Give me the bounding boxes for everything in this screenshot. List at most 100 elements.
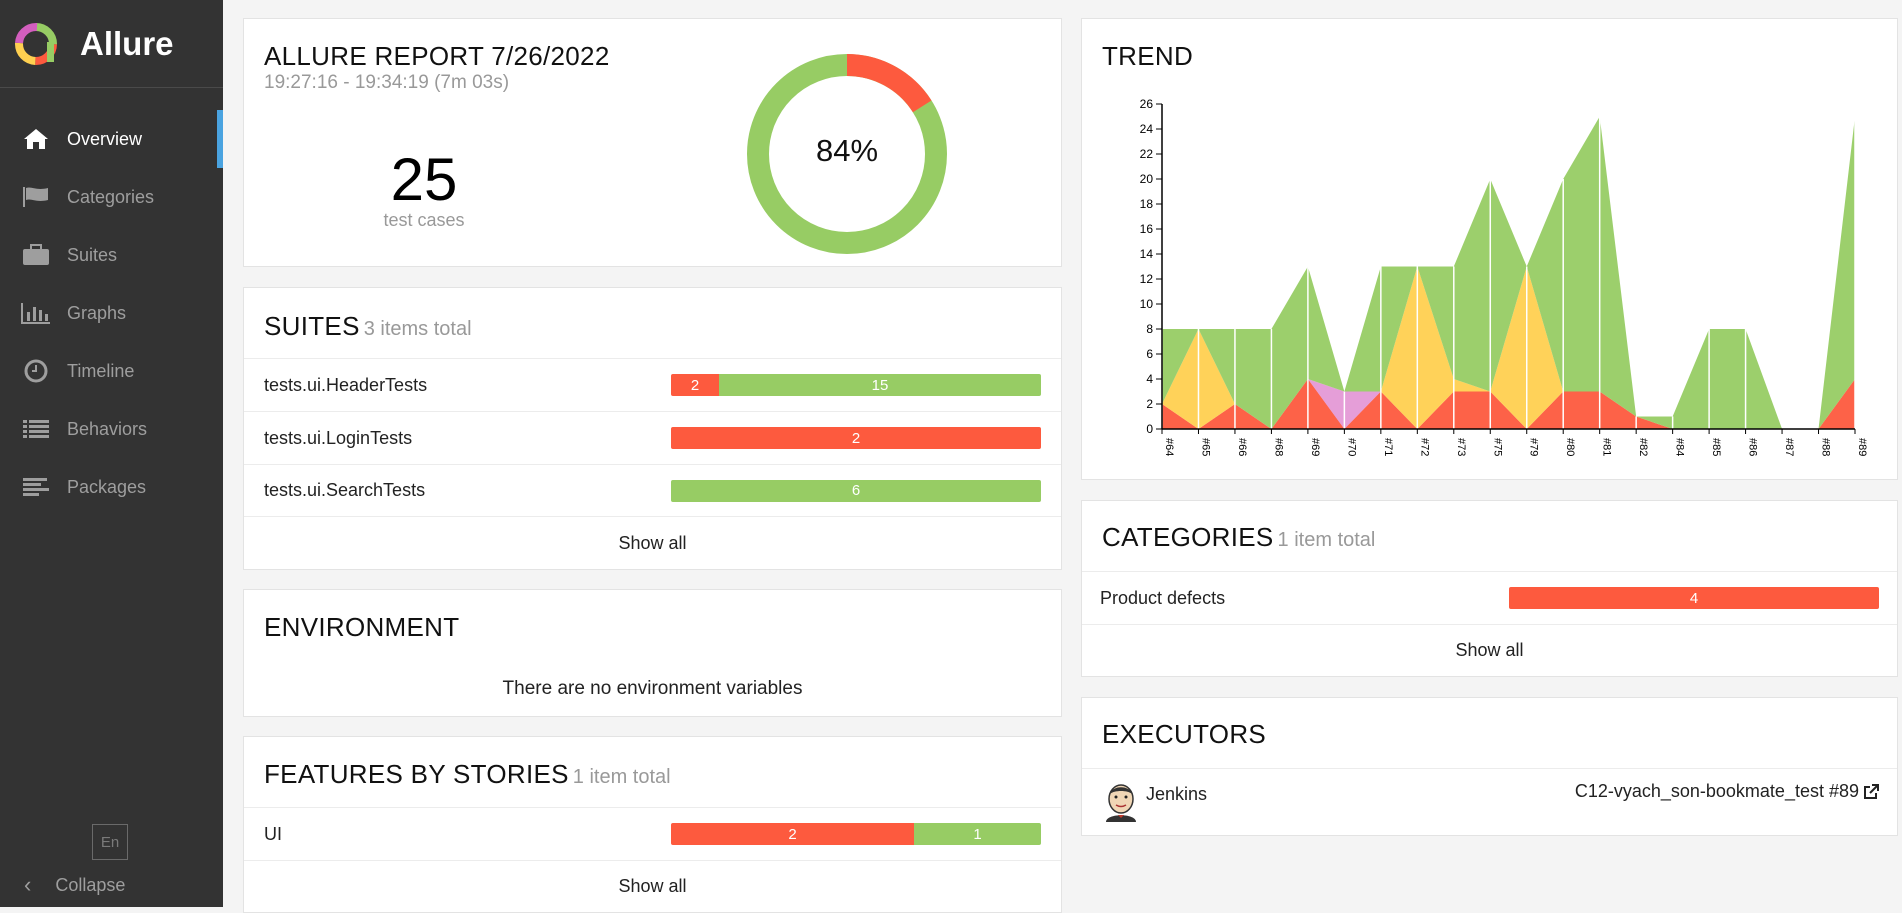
suite-name: tests.ui.HeaderTests — [264, 374, 428, 395]
success-rate: 84% — [815, 133, 879, 168]
trend-x-tick-label: #88 — [1820, 438, 1832, 456]
suites-widget: SUITES 3 items total tests.ui.HeaderTests… — [243, 287, 1062, 570]
clock-icon — [21, 359, 51, 383]
trend-x-tick-label: #84 — [1674, 438, 1686, 456]
features-widget: FEATURES BY STORIES 1 item total UI 2 1 S… — [243, 736, 1062, 913]
briefcase-icon — [21, 243, 51, 267]
external-link-icon — [1864, 783, 1879, 799]
show-all-link[interactable]: Show all — [1455, 640, 1524, 660]
trend-x-tick-label: #81 — [1601, 438, 1613, 456]
table-row[interactable]: tests.ui.LoginTests 2 — [244, 411, 1061, 464]
executor-name: Jenkins — [1146, 783, 1208, 804]
sidebar-item-timeline[interactable]: Timeline — [0, 342, 223, 400]
report-time: 19:27:16 - 19:34:19 (7m 03s) — [264, 72, 510, 93]
list-icon — [21, 417, 51, 441]
categories-widget: CATEGORIES 1 item total Product defects 4… — [1081, 500, 1898, 677]
suites-subtitle: 3 items total — [363, 318, 472, 340]
categories-header: CATEGORIES 1 item total — [1102, 522, 1375, 553]
chevron-left-icon: ‹ — [24, 872, 32, 897]
trend-area-broken — [1162, 266, 1855, 429]
sidebar-item-label: Behaviors — [67, 418, 148, 439]
trend-y-tick-label: 6 — [1146, 347, 1153, 361]
features-title: FEATURES BY STORIES — [264, 759, 569, 789]
passed-segment: 6 — [671, 479, 1041, 502]
trend-y-tick-label: 0 — [1146, 422, 1153, 436]
trend-title: TREND — [1102, 41, 1194, 71]
table-row[interactable]: tests.ui.HeaderTests 2 15 — [244, 358, 1061, 411]
collapse-button[interactable]: ‹ Collapse — [24, 872, 125, 898]
trend-y-tick-label: 18 — [1140, 197, 1154, 211]
trend-y-tick-label: 16 — [1140, 222, 1154, 236]
sidebar-item-behaviors[interactable]: Behaviors — [0, 400, 223, 458]
sidebar: Allure Overview Categories Suites Graphs — [0, 0, 223, 907]
trend-y-tick-label: 22 — [1140, 147, 1154, 161]
sidebar-item-categories[interactable]: Categories — [0, 168, 223, 226]
failed-segment: 4 — [1509, 587, 1879, 609]
failed-segment: 2 — [671, 427, 1041, 449]
sidebar-item-label: Overview — [67, 128, 143, 149]
categories-title: CATEGORIES — [1102, 522, 1274, 552]
language-button[interactable]: En — [92, 824, 128, 860]
trend-widget: TREND 0 2 4 6 8 10 12 14 16 18 20 22 24 26 #64 #65 #66 #6… — [1081, 18, 1898, 480]
table-row[interactable]: Product defects 4 — [1082, 571, 1897, 624]
sidebar-item-packages[interactable]: Packages — [0, 458, 223, 516]
trend-x-tick-label: #87 — [1783, 438, 1795, 456]
trend-x-tick-label: #79 — [1528, 438, 1540, 456]
trend-y-tick-label: 26 — [1140, 97, 1154, 111]
environment-title: ENVIRONMENT — [264, 612, 460, 642]
trend-x-tick-label: #89 — [1856, 438, 1868, 456]
allure-logo-icon — [15, 22, 57, 65]
trend-y-tick-label: 2 — [1146, 397, 1153, 411]
sidebar-nav: Overview Categories Suites Graphs Timeli… — [0, 110, 223, 516]
trend-y-tick-label: 12 — [1140, 272, 1154, 286]
table-row[interactable]: tests.ui.SearchTests 6 — [244, 464, 1061, 516]
suites-title: SUITES — [264, 311, 360, 341]
status-bar: 4 — [1509, 587, 1879, 609]
flag-icon — [21, 185, 51, 209]
trend-x-tick-label: #86 — [1747, 438, 1759, 456]
trend-x-tick-label: #69 — [1309, 438, 1321, 456]
brand[interactable]: Allure — [0, 0, 223, 88]
table-row[interactable]: UI 2 1 — [244, 807, 1061, 860]
trend-x-tick-label: #70 — [1345, 438, 1357, 456]
trend-x-tick-label: #66 — [1236, 438, 1248, 456]
features-subtitle: 1 item total — [572, 766, 671, 788]
failed-segment: 2 — [671, 823, 914, 845]
collapse-label: Collapse — [55, 874, 126, 895]
sidebar-item-overview[interactable]: Overview — [0, 110, 223, 168]
sidebar-item-label: Timeline — [67, 360, 135, 381]
jenkins-avatar-icon — [1106, 784, 1136, 822]
feature-name: UI — [264, 823, 282, 844]
app-name: Allure — [80, 24, 174, 62]
trend-area-failed — [1162, 379, 1855, 429]
suites-header: SUITES 3 items total — [264, 311, 472, 342]
trend-y-tick-label: 14 — [1140, 247, 1154, 261]
sidebar-item-label: Graphs — [67, 302, 127, 323]
executors-title: EXECUTORS — [1102, 719, 1267, 749]
trend-y-tick-label: 24 — [1140, 122, 1154, 136]
test-count-label: test cases — [383, 210, 465, 230]
executor-build-link[interactable]: C12-vyach_son-bookmate_test #89 — [1575, 781, 1879, 802]
show-all-link[interactable]: Show all — [618, 875, 687, 896]
trend-x-tick-label: #80 — [1564, 438, 1576, 456]
environment-widget: ENVIRONMENT There are no environment var… — [243, 589, 1062, 717]
sidebar-item-suites[interactable]: Suites — [0, 226, 223, 284]
features-header: FEATURES BY STORIES 1 item total — [264, 759, 671, 790]
trend-y-tick-label: 20 — [1140, 172, 1154, 186]
categories-subtitle: 1 item total — [1277, 529, 1376, 551]
report-title: ALLURE REPORT 7/26/2022 — [264, 41, 610, 71]
trend-x-tick-label: #72 — [1418, 438, 1430, 456]
sidebar-item-graphs[interactable]: Graphs — [0, 284, 223, 342]
trend-x-tick-label: #64 — [1163, 438, 1175, 456]
suite-name: tests.ui.SearchTests — [264, 480, 426, 500]
show-all-link[interactable]: Show all — [618, 532, 687, 553]
status-bar: 2 1 — [671, 823, 1041, 845]
trend-x-tick-label: #68 — [1272, 438, 1284, 456]
success-rate-donut[interactable] — [745, 52, 949, 256]
executors-widget: EXECUTORS Jenkins C12-vyach_son-bookmate… — [1081, 697, 1898, 836]
donut-failed-segment — [747, 54, 947, 254]
executor-row[interactable]: Jenkins C12-vyach_son-bookmate_test #89 — [1082, 768, 1897, 835]
trend-x-tick-label: #82 — [1637, 438, 1649, 456]
trend-y-tick-label: 8 — [1146, 322, 1153, 336]
